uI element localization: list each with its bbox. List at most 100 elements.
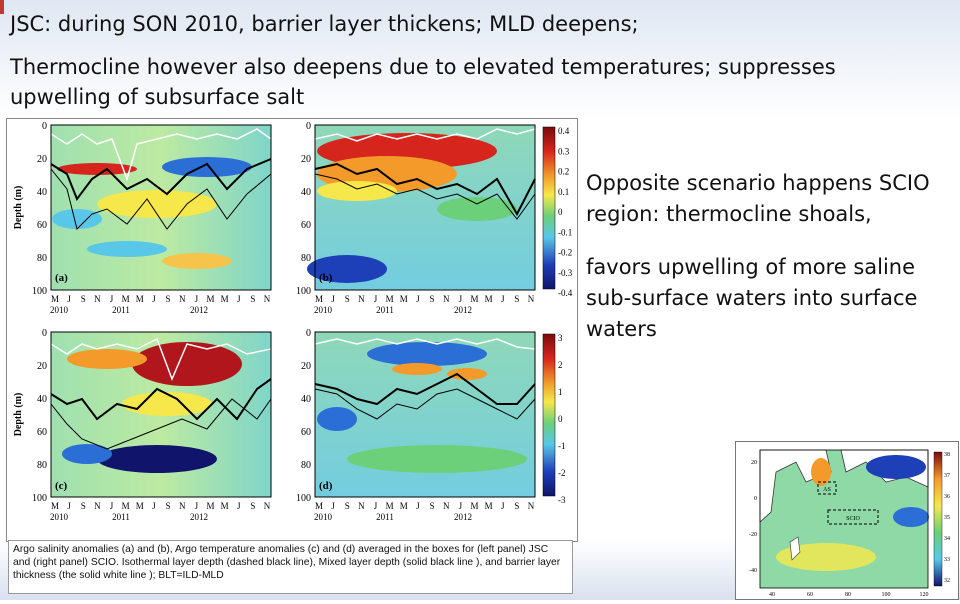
salinity-colorbar-label: -0.1 — [558, 227, 572, 237]
anomaly-figure: 0 20 40 60 80 100 M J S N J M M J S N J M M J S N 2010 2011 2012… — [6, 118, 578, 542]
year-tick-label: 2012 — [454, 512, 472, 522]
indian-ocean-map: AS SCIO 20 0 -20 -40 40 60 80 100 120 38 37 36 35 34 33 3… — [735, 441, 959, 600]
month-tick-label: J — [501, 501, 505, 511]
month-tick-label: J — [152, 294, 156, 304]
month-tick-label: J — [416, 294, 420, 304]
month-tick-label: J — [501, 294, 505, 304]
month-tick-label: M — [485, 294, 493, 304]
month-tick-label: J — [331, 294, 335, 304]
map-lon-label: 120 — [920, 592, 929, 598]
depth-tick-label: 100 — [296, 286, 311, 297]
month-tick-label: M — [122, 501, 130, 511]
year-tick-label: 2011 — [376, 305, 394, 315]
month-tick-label: M — [206, 501, 214, 511]
temperature-colorbar-label: 3 — [558, 333, 563, 343]
month-tick-label: N — [358, 501, 365, 511]
month-tick-label: J — [459, 294, 463, 304]
right-paragraph-1: Opposite scenario happens SCIO region: t… — [586, 171, 930, 226]
depth-tick-label: 60 — [37, 220, 47, 231]
map-lat-label: -40 — [749, 568, 757, 574]
month-tick-label: J — [331, 501, 335, 511]
panel-d — [314, 331, 536, 498]
month-tick-label: N — [358, 294, 365, 304]
map-lon-label: 60 — [807, 592, 813, 598]
month-tick-label: S — [250, 501, 255, 511]
map-lon-label: 40 — [769, 592, 775, 598]
month-tick-label: J — [67, 501, 71, 511]
year-tick-label: 2010 — [50, 512, 69, 522]
map-lat-label: 20 — [751, 460, 757, 466]
salinity-colorbar-label: 0.2 — [558, 167, 569, 177]
temperature-colorbar-label: -3 — [558, 495, 566, 505]
depth-tick-label: 20 — [37, 154, 47, 165]
salinity-colorbar-label: 0.1 — [558, 187, 569, 197]
map-colorbar-label: 35 — [944, 515, 950, 521]
month-tick-label: S — [514, 294, 519, 304]
depth-tick-label: 60 — [37, 427, 47, 438]
depth-tick-label: 0 — [306, 121, 311, 132]
month-tick-label: J — [152, 501, 156, 511]
map-lat-label: -20 — [749, 532, 757, 538]
panel-label-b: (b) — [319, 272, 333, 284]
depth-axis-label: Depth (m) — [13, 393, 24, 437]
map-lon-label: 100 — [882, 592, 891, 598]
depth-tick-label: 80 — [37, 460, 47, 471]
temperature-colorbar-label: 0 — [558, 414, 563, 424]
month-tick-label: J — [237, 294, 241, 304]
year-tick-label: 2012 — [190, 305, 208, 315]
depth-axis-label: Depth (m) — [13, 186, 24, 230]
month-tick-label: N — [179, 294, 186, 304]
map-lon-label: 80 — [845, 592, 851, 598]
month-tick-label: M — [221, 501, 229, 511]
panel-label-c: (c) — [55, 480, 68, 492]
month-tick-label: S — [166, 294, 171, 304]
salinity-colorbar-label: 0.4 — [558, 126, 570, 136]
depth-tick-label: 100 — [296, 493, 311, 504]
map-colorbar-label: 32 — [944, 578, 950, 584]
map-colorbar-label: 37 — [944, 473, 950, 479]
salinity-colorbar-label: 0 — [558, 207, 563, 217]
month-tick-label: M — [206, 294, 214, 304]
depth-tick-label: 0 — [42, 121, 47, 132]
right-paragraph-2: favors upwelling of more saline sub-surf… — [586, 255, 918, 341]
depth-tick-label: 60 — [301, 427, 311, 438]
month-tick-label: J — [459, 501, 463, 511]
as-box-label: AS — [823, 487, 831, 493]
slide-subheading: Thermocline however also deepens due to … — [10, 55, 836, 109]
month-tick-label: S — [166, 501, 171, 511]
month-tick-label: S — [430, 501, 435, 511]
salinity-colorbar-label: 0.3 — [558, 146, 570, 156]
depth-tick-label: 40 — [37, 394, 47, 405]
month-tick-label: S — [250, 294, 255, 304]
year-tick-label: 2010 — [314, 305, 333, 315]
map-colorbar-label: 38 — [944, 452, 950, 458]
figure-caption: Argo salinity anomalies (a) and (b), Arg… — [8, 540, 573, 594]
month-tick-label: M — [221, 294, 229, 304]
year-tick-label: 2012 — [190, 512, 208, 522]
panel-c — [50, 331, 272, 498]
depth-tick-label: 20 — [37, 361, 47, 372]
month-tick-label: S — [81, 501, 86, 511]
month-tick-label: M — [51, 501, 59, 511]
temperature-colorbar-label: 1 — [558, 387, 563, 397]
month-tick-label: J — [374, 294, 378, 304]
temperature-colorbar-label: 2 — [558, 360, 563, 370]
month-tick-label: M — [470, 294, 478, 304]
map-colorbar-label: 33 — [944, 557, 950, 563]
temperature-colorbar-label: -2 — [558, 468, 566, 478]
scio-box — [827, 509, 879, 525]
scio-box-label: SCIO — [846, 516, 860, 522]
month-tick-label: J — [110, 294, 114, 304]
depth-tick-label: 80 — [37, 253, 47, 264]
map-lat-label: 0 — [754, 496, 757, 502]
depth-tick-label: 80 — [301, 253, 311, 264]
slide-heading: JSC: during SON 2010, barrier layer thic… — [10, 12, 639, 36]
month-tick-label: M — [400, 501, 408, 511]
month-tick-label: J — [374, 501, 378, 511]
depth-tick-label: 20 — [301, 154, 311, 165]
month-tick-label: N — [264, 294, 271, 304]
month-tick-label: N — [528, 294, 535, 304]
map-svg: AS SCIO 20 0 -20 -40 40 60 80 100 120 38 37 36 35 34 33 3… — [749, 449, 950, 598]
